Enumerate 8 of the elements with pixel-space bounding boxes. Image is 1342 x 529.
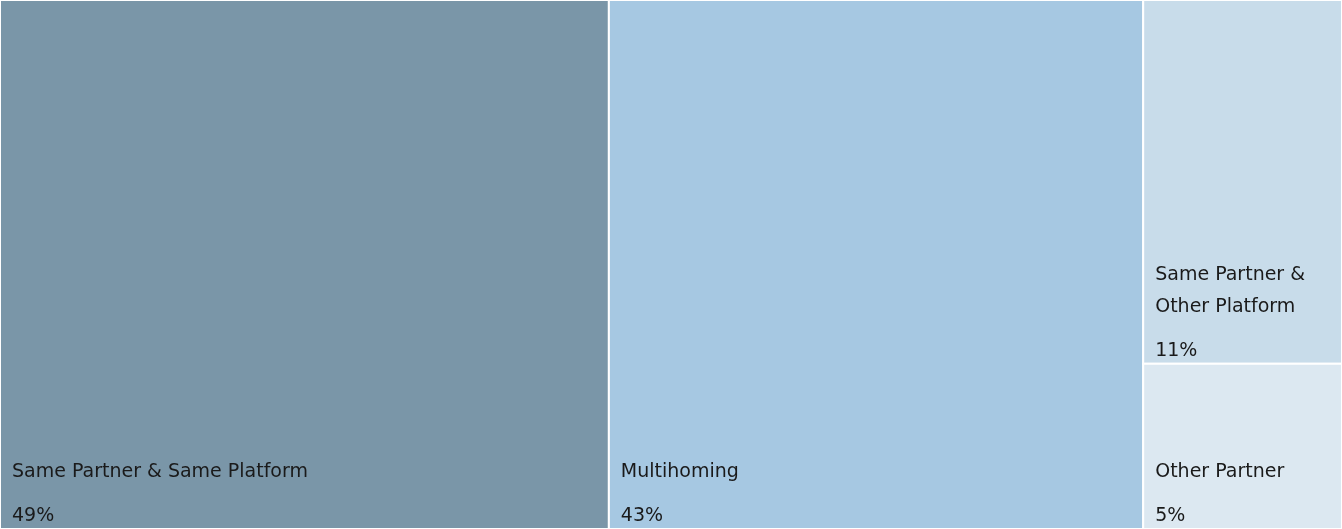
data-label: 11% — [1155, 337, 1198, 360]
data-label: 43% — [620, 503, 664, 525]
category-label: Other Partner — [1155, 459, 1285, 481]
category-label: Same Partner & Other Platform — [1155, 261, 1306, 316]
category-label: Same Partner & Same Platform — [12, 459, 308, 481]
data-label: 5% — [1155, 503, 1186, 525]
category-label: Multihoming — [620, 459, 739, 481]
data-label: 49% — [12, 503, 55, 525]
